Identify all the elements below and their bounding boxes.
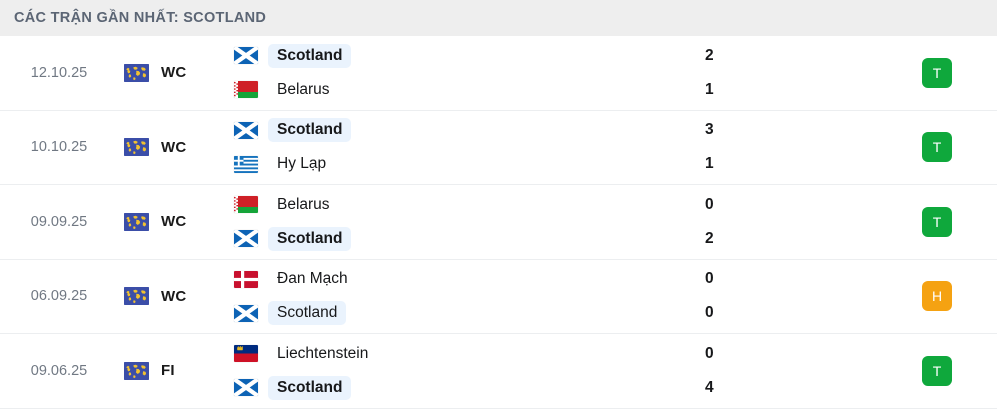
home-score: 3 xyxy=(705,121,714,139)
competition-label: WC xyxy=(161,213,187,231)
away-team-name[interactable]: Scotland xyxy=(268,375,352,400)
away-team-name[interactable]: Scotland xyxy=(268,226,352,251)
match-row[interactable]: 09.09.25 WC Belarus Scotland 0 2 T xyxy=(0,185,997,260)
home-team-name[interactable]: Scotland xyxy=(268,43,352,68)
away-team-row[interactable]: Hy Lạp xyxy=(234,152,647,176)
competition-cell[interactable]: WC xyxy=(118,138,228,157)
status-badge[interactable]: T xyxy=(922,206,952,237)
result-cell: H xyxy=(877,281,997,312)
scotland-flag-icon xyxy=(234,47,258,65)
result-cell: T xyxy=(877,206,997,237)
away-team-name[interactable]: Belarus xyxy=(277,80,330,98)
competition-cell[interactable]: WC xyxy=(118,287,228,306)
result-cell: T xyxy=(877,355,997,386)
result-cell: T xyxy=(877,57,997,88)
greece-flag-icon xyxy=(234,155,258,173)
result-cell: T xyxy=(877,132,997,163)
away-team-row[interactable]: Belarus xyxy=(234,78,647,102)
home-team-row[interactable]: Đan Mạch xyxy=(234,267,647,291)
status-badge[interactable]: T xyxy=(922,355,952,386)
scotland-flag-icon xyxy=(234,379,258,397)
panel-header: CÁC TRẬN GẦN NHẤT: SCOTLAND xyxy=(0,0,997,36)
match-date: 09.06.25 xyxy=(30,362,88,379)
home-score: 0 xyxy=(705,195,714,213)
home-team-row[interactable]: Scotland xyxy=(234,118,647,143)
home-team-row[interactable]: Belarus xyxy=(234,193,647,217)
home-team-name[interactable]: Đan Mạch xyxy=(277,270,348,288)
liechtenstein-flag-icon xyxy=(234,345,258,363)
scotland-flag-icon xyxy=(234,304,258,322)
match-row[interactable]: 09.06.25 FI Liechtenstein Scotland 0 4 T xyxy=(0,334,997,409)
match-date: 06.09.25 xyxy=(30,288,88,305)
competition-label: WC xyxy=(161,64,187,82)
world-cup-globe-icon xyxy=(124,212,149,231)
world-cup-globe-icon xyxy=(124,63,149,82)
competition-label: WC xyxy=(161,138,187,156)
away-team-name[interactable]: Hy Lạp xyxy=(277,155,327,173)
away-team-row[interactable]: Scotland xyxy=(234,226,647,251)
match-list: 12.10.25 WC Scotland Belarus 2 1 T 10.10.25 WC Sc… xyxy=(0,36,997,409)
match-row[interactable]: 06.09.25 WC Đan Mạch Scotland 0 0 H xyxy=(0,259,997,334)
away-score: 2 xyxy=(705,229,714,247)
belarus-flag-icon xyxy=(234,196,258,214)
page-title: CÁC TRẬN GẦN NHẤT: SCOTLAND xyxy=(14,10,267,26)
status-badge[interactable]: H xyxy=(922,281,952,312)
home-score: 0 xyxy=(705,344,714,362)
away-score: 1 xyxy=(705,80,714,98)
scotland-flag-icon xyxy=(234,230,258,248)
home-team-name[interactable]: Scotland xyxy=(268,118,352,143)
away-score: 1 xyxy=(705,155,714,173)
home-team-name[interactable]: Belarus xyxy=(277,195,330,213)
status-badge[interactable]: T xyxy=(922,57,952,88)
match-row[interactable]: 10.10.25 WC Scotland Hy Lạp 3 1 T xyxy=(0,110,997,185)
world-cup-globe-icon xyxy=(124,138,149,157)
teams-cell: Đan Mạch Scotland xyxy=(228,267,647,326)
home-score: 0 xyxy=(705,270,714,288)
away-team-row[interactable]: Scotland xyxy=(234,375,647,400)
home-team-name[interactable]: Liechtenstein xyxy=(277,344,369,362)
away-team-name[interactable]: Scotland xyxy=(268,301,347,326)
teams-cell: Scotland Belarus xyxy=(228,43,647,102)
belarus-flag-icon xyxy=(234,81,258,99)
competition-cell[interactable]: FI xyxy=(118,361,228,380)
competition-label: WC xyxy=(161,287,187,305)
match-row[interactable]: 12.10.25 WC Scotland Belarus 2 1 T xyxy=(0,36,997,111)
match-date: 09.09.25 xyxy=(30,213,88,230)
teams-cell: Belarus Scotland xyxy=(228,193,647,251)
teams-cell: Scotland Hy Lạp xyxy=(228,118,647,176)
match-date: 10.10.25 xyxy=(30,139,88,156)
match-date: 12.10.25 xyxy=(30,64,88,81)
status-badge[interactable]: T xyxy=(922,132,952,163)
competition-cell[interactable]: WC xyxy=(118,212,228,231)
teams-cell: Liechtenstein Scotland xyxy=(228,342,647,400)
home-team-row[interactable]: Liechtenstein xyxy=(234,342,647,366)
away-team-row[interactable]: Scotland xyxy=(234,301,647,326)
scotland-flag-icon xyxy=(234,121,258,139)
competition-label: FI xyxy=(161,362,175,380)
world-cup-globe-icon xyxy=(124,287,149,306)
away-score: 0 xyxy=(705,304,714,322)
home-team-row[interactable]: Scotland xyxy=(234,43,647,68)
home-score: 2 xyxy=(705,46,714,64)
denmark-flag-icon xyxy=(234,270,258,288)
competition-cell[interactable]: WC xyxy=(118,63,228,82)
away-score: 4 xyxy=(705,378,714,396)
world-cup-globe-icon xyxy=(124,361,149,380)
